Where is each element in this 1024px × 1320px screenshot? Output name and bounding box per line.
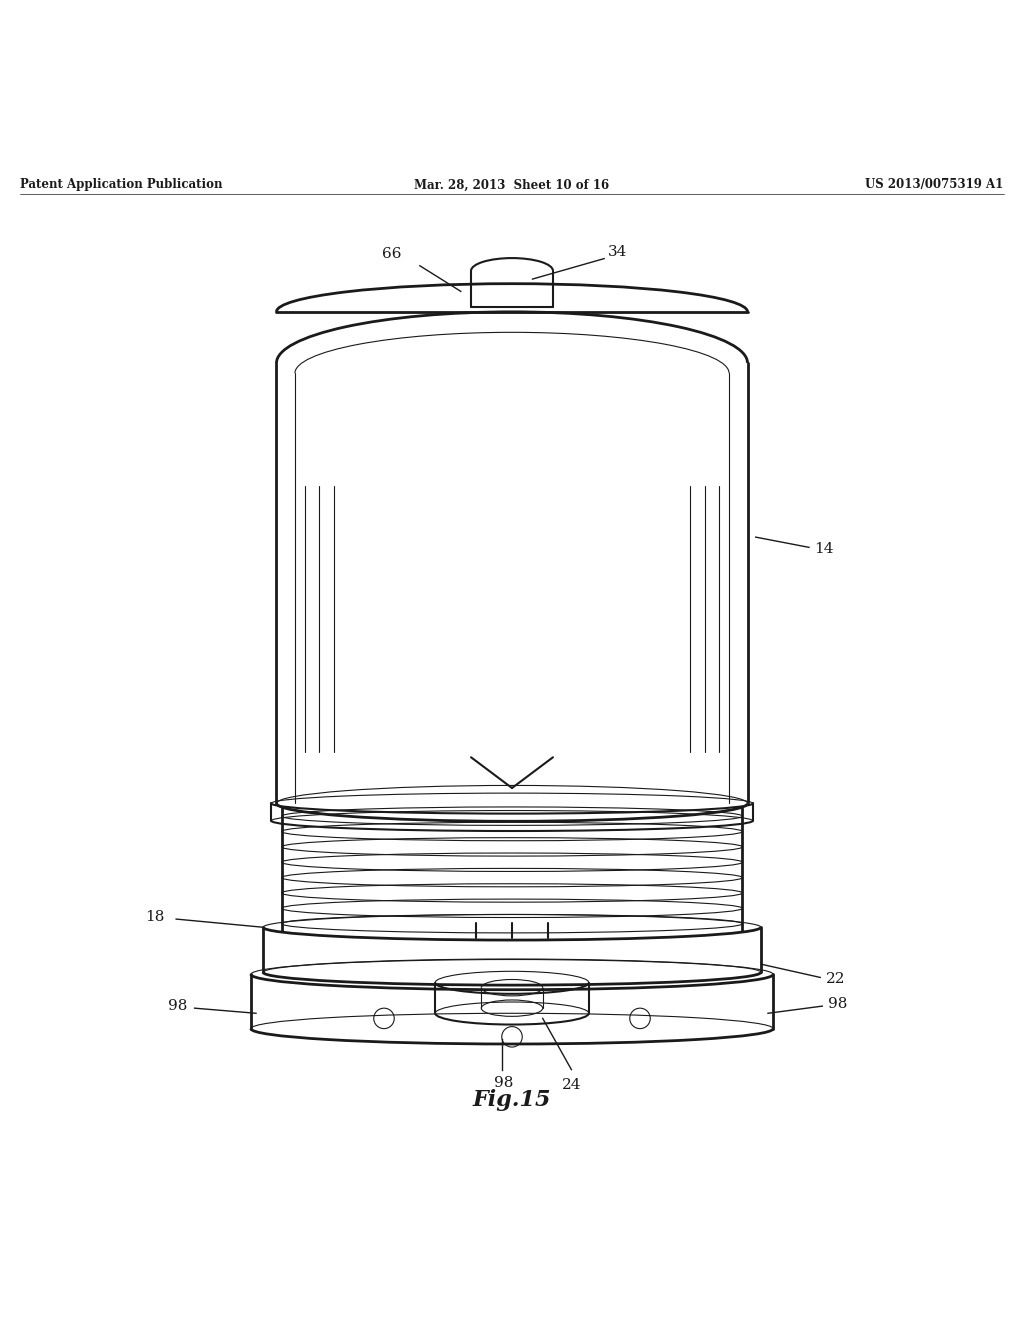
Text: Mar. 28, 2013  Sheet 10 of 16: Mar. 28, 2013 Sheet 10 of 16	[415, 178, 609, 191]
Text: 98: 98	[828, 997, 848, 1011]
Text: 22: 22	[826, 973, 846, 986]
Text: 14: 14	[814, 543, 834, 557]
Text: Fig.15: Fig.15	[473, 1089, 551, 1111]
Text: 98: 98	[495, 1076, 513, 1090]
Text: Patent Application Publication: Patent Application Publication	[20, 178, 223, 191]
Text: 34: 34	[608, 244, 628, 259]
Text: 18: 18	[145, 909, 165, 924]
Text: 66: 66	[382, 247, 401, 260]
Text: US 2013/0075319 A1: US 2013/0075319 A1	[865, 178, 1004, 191]
Text: 24: 24	[561, 1078, 582, 1092]
Text: 98: 98	[168, 999, 187, 1014]
